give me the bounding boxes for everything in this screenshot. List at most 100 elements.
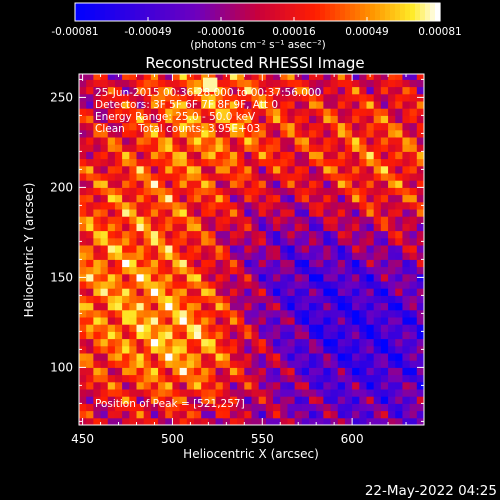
heatmap-cell	[395, 345, 403, 354]
heatmap-cell	[215, 295, 224, 304]
heatmap-cell	[309, 245, 317, 253]
heatmap-cell	[237, 252, 245, 260]
heatmap-cell	[287, 187, 296, 196]
heatmap-cell	[143, 79, 152, 88]
heatmap-cell	[215, 93, 224, 102]
heatmap-cell	[158, 331, 166, 340]
heatmap-cell	[258, 101, 267, 109]
heatmap-cell	[194, 115, 202, 124]
heatmap-cell	[179, 115, 188, 124]
heatmap-cell	[287, 194, 296, 203]
colorbar-cell	[360, 3, 366, 21]
heatmap-cell	[150, 122, 159, 131]
heatmap-cell	[409, 108, 418, 116]
heatmap-cell	[316, 209, 324, 217]
heatmap-cell	[237, 173, 245, 181]
heatmap-cell	[100, 144, 109, 152]
heatmap-cell	[237, 129, 245, 138]
heatmap-cell	[136, 93, 145, 102]
plot-frame	[78, 73, 425, 426]
heatmap-cell	[402, 410, 411, 419]
heatmap-cell	[287, 173, 296, 181]
heatmap-cell	[150, 209, 159, 217]
heatmap-cell	[229, 237, 238, 246]
heatmap-cell	[258, 245, 267, 253]
heatmap-cell	[114, 403, 123, 412]
heatmap-cell	[251, 360, 260, 368]
heatmap-cell	[373, 309, 382, 318]
heatmap-cell	[337, 230, 346, 239]
heatmap-cell	[86, 302, 94, 311]
heatmap-cell	[229, 302, 238, 311]
heatmap-cell	[352, 115, 360, 124]
heatmap-cell	[215, 129, 224, 138]
heatmap-cell	[309, 288, 317, 296]
heatmap-cell	[100, 237, 109, 246]
peak-position-label: Position of Peak = [521,257]	[95, 398, 245, 410]
heatmap-cell	[150, 410, 159, 419]
colorbar-cell	[340, 3, 346, 21]
heatmap-cell	[201, 137, 209, 145]
heatmap-cell	[402, 389, 411, 397]
heatmap-cell	[222, 281, 231, 289]
heatmap-cell	[100, 396, 109, 404]
heatmap-cell	[100, 180, 109, 188]
heatmap-cell	[344, 108, 353, 116]
heatmap-cell	[150, 180, 159, 188]
heatmap-cell	[237, 417, 245, 425]
heatmap-cell	[129, 410, 137, 419]
heatmap-cell	[280, 317, 288, 325]
heatmap-cell	[208, 338, 217, 347]
heatmap-cell	[373, 137, 382, 145]
heatmap-cell	[165, 309, 173, 318]
heatmap-cell	[316, 374, 324, 383]
heatmap-cell	[265, 216, 274, 224]
heatmap-cell	[330, 273, 339, 282]
heatmap-cell	[416, 115, 424, 124]
heatmap-cell	[244, 396, 252, 404]
heatmap-cell	[273, 137, 281, 145]
heatmap-cell	[330, 115, 339, 124]
heatmap-cell	[323, 194, 332, 203]
heatmap-cell	[122, 194, 130, 203]
heatmap-cell	[201, 245, 209, 253]
heatmap-cell	[280, 209, 288, 217]
heatmap-cell	[402, 331, 411, 340]
heatmap-cell	[294, 209, 303, 217]
heatmap-cell	[107, 374, 116, 383]
heatmap-cell	[107, 144, 116, 152]
heatmap-cell	[309, 158, 317, 167]
heatmap-cell	[273, 165, 281, 174]
heatmap-cell	[136, 173, 145, 181]
heatmap-cell	[86, 338, 94, 347]
heatmap-cell	[287, 302, 296, 311]
heatmap-cell	[316, 309, 324, 318]
heatmap-cell	[380, 223, 389, 232]
heatmap-cell	[309, 216, 317, 224]
heatmap-cell	[208, 345, 217, 354]
heatmap-cell	[265, 403, 274, 412]
heatmap-cell	[201, 396, 209, 404]
heatmap-cell	[86, 353, 94, 361]
heatmap-cell	[337, 129, 346, 138]
heatmap-cell	[380, 151, 389, 160]
heatmap-cell	[380, 144, 389, 152]
heatmap-cell	[301, 353, 310, 361]
heatmap-cell	[352, 266, 360, 275]
heatmap-cell	[344, 317, 353, 325]
heatmap-cell	[294, 187, 303, 196]
colorbar-cell	[430, 3, 436, 21]
heatmap-cell	[179, 410, 188, 419]
heatmap-cell	[316, 273, 324, 282]
heatmap-cell	[373, 74, 382, 80]
colorbar-cell	[355, 3, 361, 21]
heatmap-cell	[395, 223, 403, 232]
heatmap-cell	[215, 259, 224, 268]
heatmap-cell	[352, 389, 360, 397]
heatmap-cell	[222, 345, 231, 354]
heatmap-cell	[244, 144, 252, 152]
heatmap-cell	[388, 194, 396, 203]
heatmap-cell	[208, 216, 217, 224]
heatmap-cell	[79, 108, 87, 116]
heatmap-cell	[222, 194, 231, 203]
